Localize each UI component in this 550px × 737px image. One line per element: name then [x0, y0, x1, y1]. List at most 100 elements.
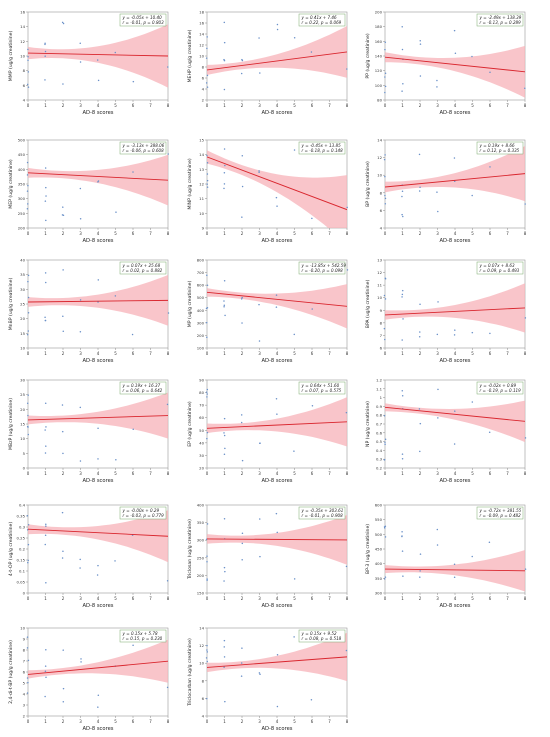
y-tick-label: 15	[199, 138, 204, 143]
data-point	[346, 68, 348, 70]
confidence-band	[207, 26, 347, 78]
data-point	[206, 697, 208, 700]
x-axis-label: AD-8 scores	[261, 603, 292, 609]
data-point	[259, 518, 261, 520]
confidence-band	[28, 154, 168, 206]
x-tick-label: 2	[419, 351, 422, 356]
x-tick-label: 2	[62, 596, 65, 601]
subplot-7: 10 15 20 25 30 35 40 0 1 2 3 4 5 6 7 8 AD-8 scores MnBP (…	[8, 258, 170, 365]
annotation-box	[298, 381, 346, 395]
data-point	[114, 295, 117, 297]
x-tick-label: 5	[293, 471, 296, 476]
x-axis-label: AD-8 scores	[261, 358, 292, 364]
data-point	[419, 43, 422, 45]
equation-label: y = -0.35x + 303.61	[301, 508, 344, 513]
y-tick-label: 11	[199, 196, 204, 201]
data-point	[384, 338, 386, 341]
data-point	[206, 274, 208, 277]
data-point	[276, 705, 279, 708]
data-point	[471, 331, 474, 334]
fit-line	[28, 299, 168, 303]
data-point	[205, 307, 208, 310]
x-tick-label: 6	[132, 596, 135, 601]
data-point	[44, 534, 47, 536]
y-tick-label: 0.4	[19, 503, 26, 508]
fit-line	[28, 172, 168, 181]
data-point	[167, 153, 169, 155]
y-tick-label: 0.2	[19, 547, 26, 552]
data-point	[275, 196, 278, 199]
subplot-16: 2 3 4 5 6 7 8 9 10 0 1 2 3 4 5 6 7 8 AD-8 scores 2,4-di-t-B…	[8, 626, 170, 733]
x-tick-label: 7	[149, 596, 152, 601]
y-tick-label: 0.25	[17, 536, 26, 541]
data-point	[384, 298, 387, 300]
x-tick-label: 5	[114, 719, 117, 724]
data-point	[206, 396, 208, 398]
data-point	[45, 195, 47, 197]
data-point	[275, 294, 278, 296]
data-point	[241, 532, 244, 534]
data-point	[346, 269, 349, 271]
data-point	[436, 79, 438, 82]
data-point	[97, 458, 99, 460]
y-tick-label: 10	[377, 173, 382, 178]
subplot-11: 20 30 40 50 60 70 80 90 0 1 2 3 4 5 6 7 8 AD-8 scores EP (…	[187, 378, 349, 485]
data-point	[293, 36, 296, 39]
data-point	[384, 576, 387, 578]
data-point	[437, 417, 439, 419]
x-tick-label: 4	[276, 351, 279, 356]
y-tick-label: 1.2	[376, 378, 383, 383]
data-point	[206, 560, 208, 563]
y-tick-label: 200	[375, 10, 383, 15]
x-axis-label: AD-8 scores	[439, 358, 470, 364]
fit-line	[207, 291, 347, 307]
data-point	[62, 452, 64, 455]
y-tick-label: 9	[23, 637, 26, 642]
data-point	[418, 153, 421, 156]
data-point	[223, 304, 226, 307]
data-point	[524, 568, 527, 570]
confidence-band	[28, 510, 168, 563]
y-tick-label: 300	[375, 591, 383, 596]
x-tick-label: 1	[223, 103, 226, 108]
data-point	[454, 329, 456, 331]
data-point	[44, 200, 47, 202]
data-point	[27, 184, 29, 187]
y-axis-label: MP (ug/g creatinine)	[187, 281, 193, 328]
x-tick-label: 1	[223, 351, 226, 356]
x-tick-label: 6	[311, 231, 314, 236]
x-tick-label: 3	[79, 719, 82, 724]
x-tick-label: 6	[132, 351, 135, 356]
data-point	[258, 672, 261, 674]
subplot-12: 0.2 0.3 0.4 0.5 0.6 0.7 0.8 0.9 1 1.1 1.2 0 1 2 3 4 5 6 7 8…	[365, 378, 527, 485]
data-point	[383, 327, 386, 330]
x-tick-label: 3	[258, 103, 261, 108]
data-point	[26, 174, 29, 176]
x-tick-label: 8	[346, 103, 349, 108]
x-tick-label: 0	[27, 103, 30, 108]
data-point	[241, 647, 243, 649]
data-point	[27, 523, 30, 526]
data-point	[45, 219, 47, 222]
confidence-band	[28, 24, 168, 88]
x-tick-label: 7	[506, 231, 509, 236]
y-tick-label: 10	[20, 54, 25, 59]
data-point	[384, 41, 387, 44]
y-tick-label: 0.3	[376, 457, 383, 462]
data-point	[62, 550, 64, 553]
data-point	[384, 197, 387, 200]
data-point	[346, 206, 348, 209]
y-tick-label: 9	[202, 226, 205, 231]
data-point	[166, 403, 169, 406]
data-point	[61, 404, 64, 406]
y-tick-label: 600	[197, 283, 205, 288]
data-point	[79, 406, 82, 409]
data-point	[166, 686, 169, 689]
data-point	[205, 391, 208, 393]
data-point	[384, 525, 387, 527]
stats-label: r = 0.06, p = 0.642	[123, 388, 163, 393]
data-point	[223, 646, 226, 648]
data-point	[206, 74, 209, 77]
data-point	[80, 658, 82, 660]
